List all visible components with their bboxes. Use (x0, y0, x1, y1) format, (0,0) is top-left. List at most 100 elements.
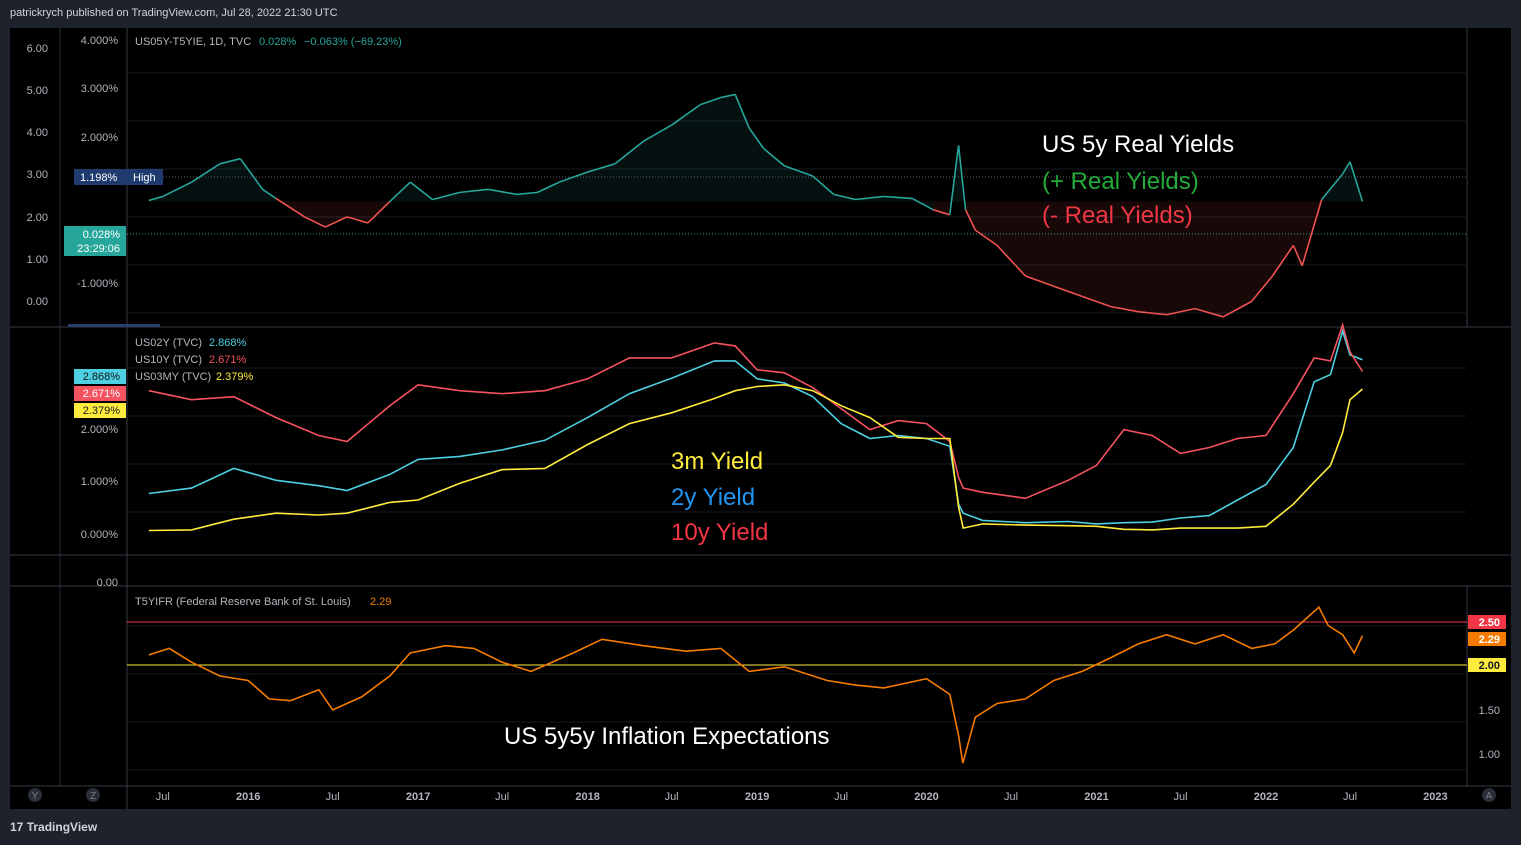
svg-text:US05Y-T5YIE, 1D, TVC: US05Y-T5YIE, 1D, TVC (135, 36, 251, 48)
time-axis-label: 2022 (1254, 791, 1278, 803)
real-yield-segment (219, 157, 241, 165)
real-yield-segment (1166, 307, 1196, 316)
tradingview-logo[interactable]: 17 TradingView (10, 820, 97, 834)
svg-text:Y: Y (32, 791, 39, 802)
series-line-US02Y (148, 328, 1363, 525)
real-yield-fill-segment (1194, 201, 1224, 317)
real-yield-segment (720, 93, 736, 99)
real-yield-segment (974, 229, 998, 247)
left-scale-label: 0.00 (27, 296, 48, 308)
inflation-line (148, 605, 1364, 764)
left-scale-label-pane3: 0.00 (97, 577, 118, 589)
real-yield-segment (559, 171, 588, 183)
tradingview-logo-text: TradingView (26, 820, 98, 834)
svg-text:2.379%: 2.379% (83, 405, 121, 417)
real-yield-segment (1194, 307, 1224, 318)
left-scale-label: 4.00 (27, 127, 48, 139)
series-line-US10Y (148, 322, 1364, 500)
time-axis-label: Jul (495, 791, 509, 803)
real-yield-segment (262, 188, 277, 200)
real-yield-segment (1271, 244, 1295, 277)
svg-text:US03MY (TVC): US03MY (TVC) (135, 371, 211, 383)
svg-text:−0.063% (−69.23%): −0.063% (−69.23%) (304, 36, 402, 48)
real-yield-segment (1301, 199, 1323, 267)
time-axis-label: 2016 (236, 791, 260, 803)
chart-frame[interactable]: 6.00 5.00 4.00 3.00 2.00 1.00 0.00 0.00 … (10, 28, 1511, 809)
time-axis-label: Jul (1343, 791, 1357, 803)
svg-text:1.198%: 1.198% (80, 172, 118, 184)
series-line-T5YIFR (148, 605, 1364, 764)
real-yield-segment (911, 197, 934, 211)
svg-text:23:29:06: 23:29:06 (77, 243, 120, 255)
real-yield-fill-segment (1110, 201, 1139, 312)
scale-marker (68, 324, 160, 327)
inflation-legend: T5YIFR (Federal Reserve Bank of St. Loui… (135, 596, 391, 608)
axis-button-y[interactable]: Y (28, 788, 42, 802)
time-axis-label: Jul (665, 791, 679, 803)
annotation-inflation: US 5y5y Inflation Expectations (504, 723, 830, 750)
yield-scale: 2.000% 1.000% 0.000% (81, 424, 119, 541)
real-yield-fill-segment (304, 201, 326, 228)
time-axis-label: 2021 (1084, 791, 1108, 803)
svg-text:2.671%: 2.671% (83, 388, 121, 400)
real-yield-fill-segment (749, 128, 764, 202)
real-yield-fill-segment (975, 201, 998, 246)
axis-button-auto[interactable]: A (1482, 788, 1496, 802)
real-yield-segment (1081, 295, 1112, 308)
inflation-scale: 1.50 1.00 (1479, 705, 1500, 761)
last-value-label: 0.028% 23:29:06 (64, 226, 126, 256)
real-yield-segment (964, 209, 977, 231)
svg-text:2.868%: 2.868% (209, 337, 247, 349)
svg-text:0.028%: 0.028% (83, 229, 121, 241)
real-yield-fill-segment (240, 158, 263, 202)
chart-svg[interactable]: 6.00 5.00 4.00 3.00 2.00 1.00 0.00 0.00 … (10, 28, 1511, 809)
annotation-10y: 10y Yield (671, 519, 768, 546)
real-yield-segment (324, 216, 348, 228)
real-yield-segment (671, 103, 701, 126)
left-scale: 6.00 5.00 4.00 3.00 2.00 1.00 0.00 0.00 (27, 43, 118, 589)
left-scale-label: 3.00 (27, 169, 48, 181)
real-yield-fill-segment (720, 94, 736, 202)
real-yield-segment (763, 147, 785, 167)
svg-text:A: A (1486, 791, 1493, 802)
left-scale-label: 6.00 (27, 43, 48, 55)
yield-tick: 0.000% (81, 529, 119, 541)
real-yield-segment (833, 193, 856, 201)
svg-text:2.379%: 2.379% (216, 371, 254, 383)
yield-annotations: 3m Yield 2y Yield 10y Yield (671, 448, 768, 546)
real-yield-segment (1110, 305, 1139, 313)
real-yield-fill-segment (325, 201, 348, 228)
axis-button-z[interactable]: Z (86, 788, 100, 802)
real-yield-segment (1349, 161, 1364, 202)
svg-text:Z: Z (90, 791, 96, 802)
real-yield-segment (275, 197, 305, 218)
svg-text:2.00: 2.00 (1479, 660, 1500, 672)
time-axis-label: Jul (326, 791, 340, 803)
real-yield-tick: 4.000% (81, 35, 119, 47)
svg-text:2.29: 2.29 (1479, 634, 1500, 646)
real-yield-segment (346, 216, 369, 224)
yield-lines (148, 322, 1364, 532)
real-yield-fill-segment (1223, 201, 1252, 317)
svg-text:2.868%: 2.868% (83, 371, 121, 383)
svg-text:2.671%: 2.671% (209, 354, 247, 366)
real-yield-fill-segment (933, 201, 950, 215)
svg-text:2.29: 2.29 (370, 596, 391, 608)
real-yield-fill-segment (488, 189, 517, 202)
real-yield-fill-segment (700, 97, 721, 202)
real-yield-segment (996, 244, 1027, 277)
real-yield-segment (642, 124, 673, 143)
real-yield-segment (148, 195, 163, 202)
real-yield-segment (432, 191, 461, 201)
real-yield-segment (516, 191, 538, 196)
svg-text:US10Y (TVC): US10Y (TVC) (135, 354, 202, 366)
real-yield-segment (1341, 161, 1351, 175)
annotation-2y: 2y Yield (671, 484, 755, 511)
yield-last-labels: 2.868% 2.671% 2.379% (74, 369, 126, 418)
real-yield-fill-segment (1053, 201, 1083, 297)
real-yield-segment (784, 165, 814, 177)
real-yield-segment (1025, 275, 1055, 287)
real-yield-fill-segment (1251, 201, 1273, 302)
real-yield-fill-segment (965, 201, 976, 231)
real-yield-segment (488, 188, 517, 196)
